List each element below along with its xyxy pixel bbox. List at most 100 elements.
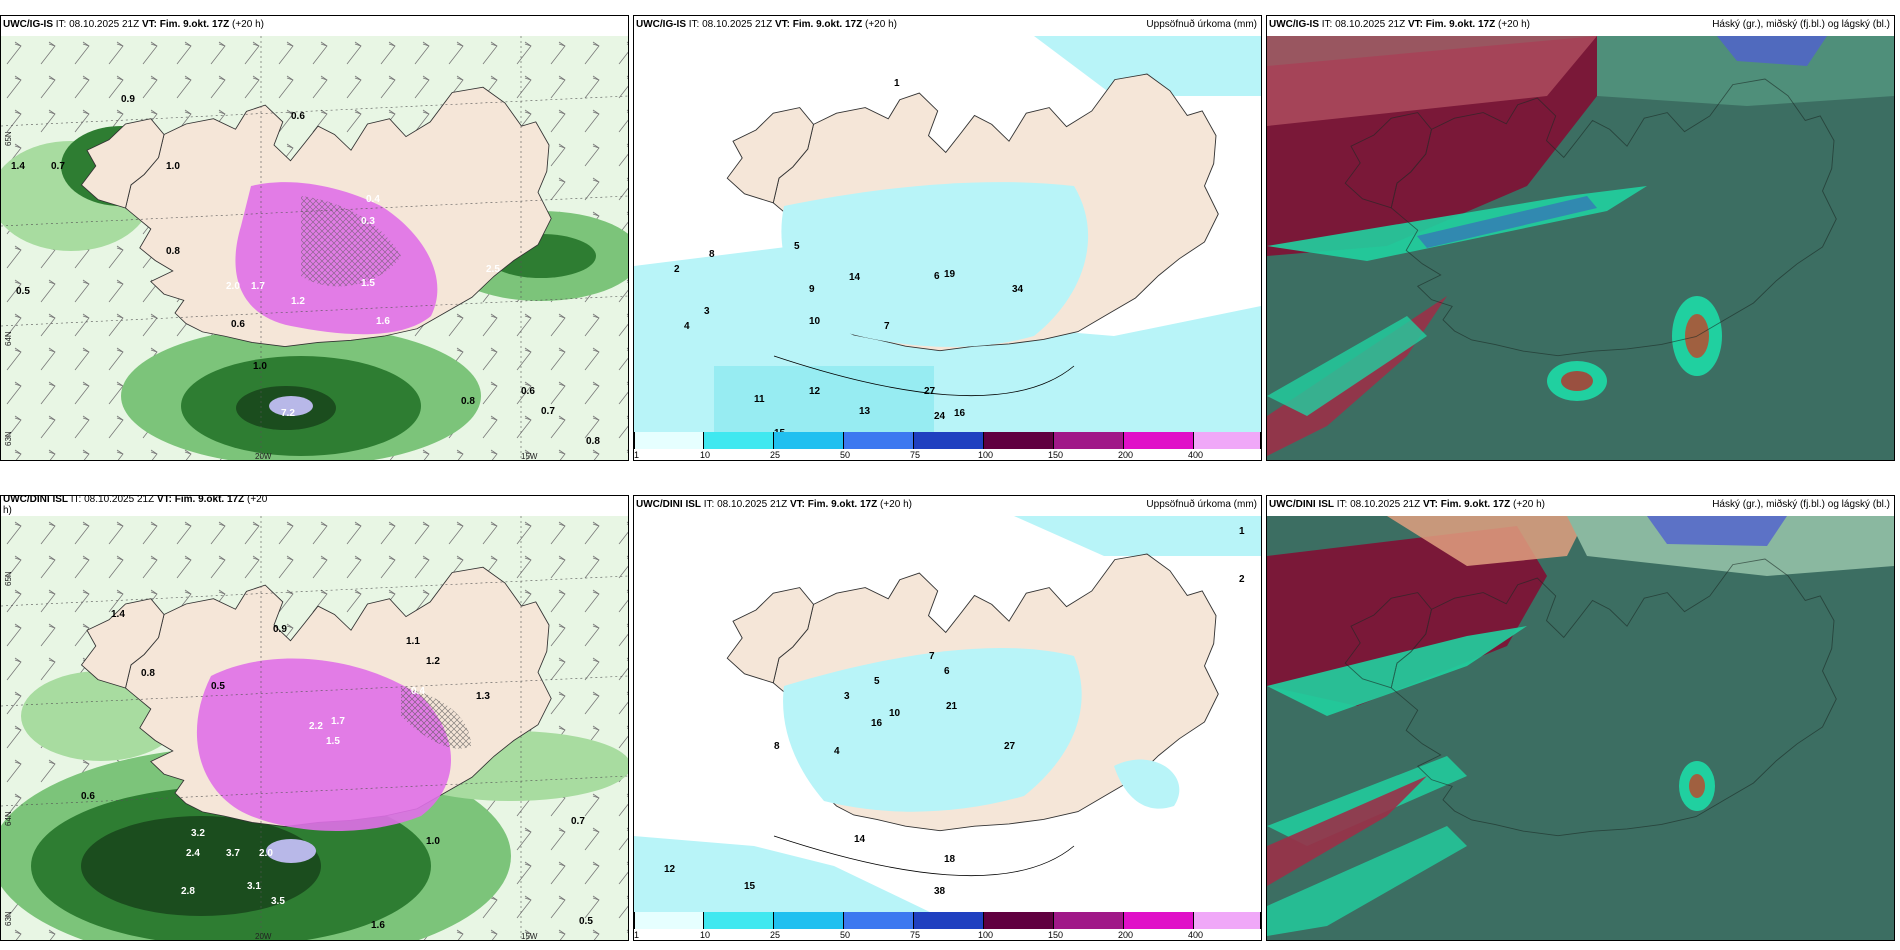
map-value-label: 16 bbox=[954, 408, 966, 419]
precip-colorbar: 1 10 25 50 75 100 150 200 400 bbox=[634, 912, 1261, 940]
longitude-label: 15W bbox=[521, 932, 538, 941]
map-value-label: 0.7 bbox=[571, 816, 585, 827]
map-value-label: 34 bbox=[1012, 284, 1024, 295]
latitude-label: 63N bbox=[4, 911, 13, 926]
map-value-label: 19 bbox=[944, 269, 956, 280]
panel-header: UWC/IG-IS IT: 08.10.2025 21Z VT: Fim. 9.… bbox=[1269, 19, 1530, 30]
map-value-label: 8 bbox=[709, 249, 715, 260]
colorbar-tick: 10 bbox=[700, 930, 711, 940]
map-value-label: 16 bbox=[871, 718, 883, 729]
map-value-label: 14 bbox=[854, 834, 866, 845]
colorbar-tick: 1 bbox=[634, 450, 640, 460]
map-value-label: 1.7 bbox=[331, 716, 345, 727]
map-value-label: 0.9 bbox=[121, 94, 135, 105]
precip-accum-map[interactable] bbox=[634, 516, 1261, 914]
map-value-label: 24 bbox=[934, 411, 946, 422]
colorbar-tick: 100 bbox=[978, 930, 994, 940]
map-value-label: 1.0 bbox=[253, 361, 267, 372]
map-value-label: 10 bbox=[809, 316, 821, 327]
cloud-cover-map[interactable] bbox=[1267, 36, 1894, 460]
map-value-label: 1.6 bbox=[376, 316, 390, 327]
panel-right-title: Háský (gr.), miðský (fj.bl.) og lágský (… bbox=[1712, 19, 1890, 30]
panel-igis-wind-precip: UWC/IG-IS IT: 08.10.2025 21Z VT: Fim. 9.… bbox=[0, 15, 629, 461]
map-value-label: 1.2 bbox=[291, 296, 305, 307]
colorbar-tick: 25 bbox=[770, 930, 781, 940]
wind-precip-map[interactable] bbox=[1, 516, 628, 940]
cloud-cover-map[interactable] bbox=[1267, 516, 1894, 940]
map-value-label: 0.6 bbox=[81, 791, 95, 802]
map-value-label: 9 bbox=[809, 284, 815, 295]
map-value-label: 13 bbox=[859, 406, 871, 417]
map-value-label: 7.2 bbox=[281, 408, 295, 419]
colorbar-tick: 150 bbox=[1048, 930, 1064, 940]
map-value-label: 1 bbox=[894, 78, 900, 89]
panel-header: UWC/DINI ISL IT: 08.10.2025 21Z VT: Fim.… bbox=[3, 495, 268, 516]
wind-precip-map[interactable] bbox=[1, 36, 628, 460]
map-value-label: 0.5 bbox=[16, 286, 30, 297]
precip-colorbar: 1 10 25 50 75 100 150 200 400 bbox=[634, 432, 1261, 460]
map-value-label: 0.8 bbox=[586, 436, 600, 447]
map-value-label: 2.0 bbox=[259, 848, 273, 859]
map-value-label: 0.5 bbox=[211, 681, 225, 692]
map-value-label: 18 bbox=[944, 854, 956, 865]
map-value-label: 4 bbox=[684, 321, 690, 332]
map-value-label: 15 bbox=[744, 881, 756, 892]
panel-dini-wind-precip: UWC/DINI ISL IT: 08.10.2025 21Z VT: Fim.… bbox=[0, 495, 629, 941]
map-value-label: 0.8 bbox=[461, 396, 475, 407]
map-value-label: 6 bbox=[934, 271, 940, 282]
panel-dini-precip: UWC/DINI ISL IT: 08.10.2025 21Z VT: Fim.… bbox=[633, 495, 1262, 941]
panel-header: UWC/DINI ISL IT: 08.10.2025 21Z VT: Fim.… bbox=[1269, 499, 1545, 510]
colorbar-tick: 50 bbox=[840, 450, 851, 460]
colorbar-tick: 400 bbox=[1188, 450, 1204, 460]
map-value-label: 1.3 bbox=[476, 691, 490, 702]
map-value-label: 0.7 bbox=[541, 406, 555, 417]
map-value-label: 1.5 bbox=[361, 278, 375, 289]
map-value-label: 2.2 bbox=[309, 721, 323, 732]
map-value-label: 2.4 bbox=[186, 848, 200, 859]
map-value-label: 0.8 bbox=[141, 668, 155, 679]
longitude-label: 20W bbox=[255, 452, 272, 461]
map-value-label: 21 bbox=[946, 701, 958, 712]
map-value-label: 3.7 bbox=[226, 848, 240, 859]
map-value-label: 3 bbox=[704, 306, 710, 317]
map-value-label: 1.1 bbox=[406, 636, 420, 647]
panel-header: UWC/DINI ISL IT: 08.10.2025 21Z VT: Fim.… bbox=[636, 499, 912, 510]
map-value-label: 2.8 bbox=[181, 886, 195, 897]
map-value-label: 1.7 bbox=[251, 281, 265, 292]
map-value-label: 6 bbox=[944, 666, 950, 677]
longitude-label: 15W bbox=[521, 452, 538, 461]
map-value-label: 38 bbox=[934, 886, 946, 897]
map-value-label: 27 bbox=[1004, 741, 1016, 752]
longitude-label: 20W bbox=[255, 932, 272, 941]
map-value-label: 27 bbox=[924, 386, 936, 397]
latitude-label: 64N bbox=[4, 331, 13, 346]
map-value-label: 12 bbox=[664, 864, 676, 875]
map-value-label: 0.7 bbox=[51, 161, 65, 172]
map-value-label: 12 bbox=[809, 386, 821, 397]
panel-right-title: Uppsöfnuð úrkoma (mm) bbox=[1146, 499, 1257, 510]
precip-accum-map[interactable] bbox=[634, 36, 1261, 434]
latitude-label: 64N bbox=[4, 811, 13, 826]
map-value-label: 0.3 bbox=[361, 216, 375, 227]
colorbar-tick: 75 bbox=[910, 450, 921, 460]
latitude-label: 65N bbox=[4, 131, 13, 146]
map-value-label: 1.4 bbox=[11, 161, 25, 172]
map-value-label: 0.6 bbox=[231, 319, 245, 330]
map-value-label: 2 bbox=[1239, 574, 1245, 585]
map-value-label: 1.4 bbox=[111, 609, 125, 620]
map-value-label: 2.0 bbox=[226, 281, 240, 292]
map-value-label: 14 bbox=[849, 272, 861, 283]
panel-igis-precip: UWC/IG-IS IT: 08.10.2025 21Z VT: Fim. 9.… bbox=[633, 15, 1262, 461]
map-value-label: 5 bbox=[874, 676, 880, 687]
colorbar-tick: 25 bbox=[770, 450, 781, 460]
colorbar-tick: 200 bbox=[1118, 450, 1134, 460]
map-value-label: 5 bbox=[794, 241, 800, 252]
colorbar-tick: 75 bbox=[910, 930, 921, 940]
map-value-label: 8 bbox=[774, 741, 780, 752]
map-value-label: 2.5 bbox=[486, 264, 500, 275]
colorbar-tick: 400 bbox=[1188, 930, 1204, 940]
map-value-label: 1.2 bbox=[426, 656, 440, 667]
colorbar-tick: 1 bbox=[634, 930, 640, 940]
map-value-label: 1 bbox=[1239, 526, 1245, 537]
latitude-label: 65N bbox=[4, 571, 13, 586]
